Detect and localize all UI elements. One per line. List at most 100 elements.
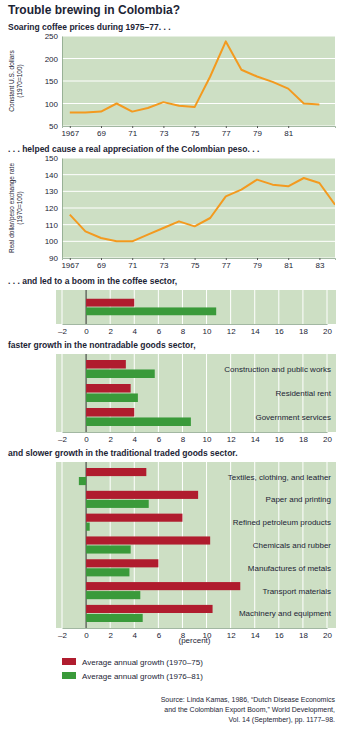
- tick: 0: [84, 324, 89, 336]
- grid-line: [62, 208, 335, 209]
- grid-line: [278, 290, 279, 324]
- tick-label: 83: [315, 261, 324, 270]
- tick: 14: [251, 432, 260, 444]
- tick-label: 6: [157, 435, 162, 444]
- tick-label: 100: [45, 237, 59, 246]
- tick-label: 71: [128, 261, 137, 270]
- tick: 6: [157, 324, 162, 336]
- axis-line: [63, 432, 328, 433]
- plot-background: [56, 354, 336, 432]
- category-label: Refined petroleum products: [233, 518, 331, 527]
- tick: 16: [275, 432, 284, 444]
- tick: 1967: [61, 126, 79, 138]
- tick: 150: [45, 154, 62, 163]
- tick: 1967: [61, 258, 79, 270]
- tick: 4: [133, 628, 138, 640]
- bar: [86, 384, 131, 393]
- tick: 100: [45, 100, 62, 109]
- tick-label: 14: [251, 631, 260, 640]
- tick-label: 73: [159, 129, 168, 138]
- tick: 20: [323, 324, 332, 336]
- plot-area: [70, 178, 335, 241]
- legend-label: Average annual growth (1976–81): [82, 672, 203, 681]
- legend-swatch: [62, 658, 76, 665]
- tick-label: 77: [222, 129, 231, 138]
- source-note: Vol. 14 (September), pp. 1177–98.: [229, 716, 336, 724]
- plot-background: [62, 158, 335, 258]
- tick: 12: [227, 628, 236, 640]
- tick-label: 6: [157, 631, 162, 640]
- category-label: Government services: [255, 413, 331, 422]
- tick-label: 81: [284, 261, 293, 270]
- grid-line: [110, 290, 111, 324]
- tick-label: 150: [45, 77, 59, 86]
- chart-caption: . . . helped cause a real appreciation o…: [8, 144, 259, 154]
- bar: [86, 559, 158, 567]
- plot-background: [56, 462, 336, 628]
- axis: 196769717375777981: [61, 126, 335, 138]
- axis-title: (percent): [178, 636, 210, 645]
- tick: 50: [49, 122, 62, 131]
- tick-label: 8: [181, 435, 186, 444]
- tick: 77: [222, 258, 231, 270]
- tick-label: 12: [227, 631, 236, 640]
- grid-line: [327, 290, 328, 324]
- tick: 77: [222, 126, 231, 138]
- tick: 140: [45, 171, 62, 180]
- tick: 81: [284, 126, 293, 138]
- tick: 100: [45, 237, 62, 246]
- chart-caption: faster growth in the nontradable goods s…: [8, 340, 196, 350]
- tick: 6: [157, 432, 162, 444]
- grid-line: [110, 462, 111, 628]
- tick-label: 1967: [61, 129, 79, 138]
- tick: 73: [159, 258, 168, 270]
- chart-caption: Soaring coffee prices during 1975–77. . …: [8, 22, 171, 32]
- tick: 69: [97, 126, 106, 138]
- figure: Trouble brewing in Colombia? Soaring coff…: [0, 0, 344, 751]
- tick: 0: [84, 432, 89, 444]
- tick-label: 200: [45, 55, 59, 64]
- tick: –2: [58, 324, 67, 336]
- tick-label: 1967: [61, 261, 79, 270]
- tick: 2: [108, 432, 113, 444]
- source-note: Source: Linda Kamas, 1986, “Dutch Diseas…: [161, 696, 336, 703]
- bar: [86, 468, 146, 476]
- data-line: [70, 41, 320, 112]
- tick: 120: [45, 204, 62, 213]
- data-line: [70, 178, 335, 241]
- tick-label: 14: [251, 327, 260, 336]
- legend-label: Average annual growth (1970–75): [82, 658, 203, 667]
- tick-label: 12: [227, 327, 236, 336]
- tick-label: 0: [84, 327, 89, 336]
- grid-line: [134, 462, 135, 628]
- bar: [86, 568, 129, 576]
- axis-title: Real dollar/peso exchange rate(1970=100): [8, 163, 24, 253]
- tick-label: 75: [191, 129, 200, 138]
- source-note: and the Colombian Export Boom,” World De…: [164, 706, 335, 714]
- bar: [86, 417, 191, 426]
- tick-label: 130: [45, 187, 59, 196]
- tick-label: 79: [253, 129, 262, 138]
- tick: 8: [181, 324, 186, 336]
- tick: 83: [315, 258, 324, 270]
- tick-label: 6: [157, 327, 162, 336]
- zero-line: [86, 462, 87, 628]
- chart-panel: 50100150200250196769717375777981: [45, 32, 336, 138]
- tick-label: 2: [108, 631, 113, 640]
- tick-label: 250: [45, 32, 59, 41]
- grid-line: [62, 174, 335, 175]
- plot-background: [62, 36, 335, 126]
- category-label: Textiles, clothing, and leather: [228, 473, 332, 482]
- tick: 0: [84, 628, 89, 640]
- tick-label: 81: [284, 129, 293, 138]
- bar: [86, 360, 126, 369]
- tick: 10: [203, 432, 212, 444]
- bar: [86, 307, 216, 315]
- grid-line: [62, 158, 335, 159]
- bar: [86, 582, 240, 590]
- tick-label: 8: [181, 327, 186, 336]
- title: Trouble brewing in Colombia?: [8, 3, 180, 17]
- bar: [86, 491, 198, 499]
- tick: 69: [97, 258, 106, 270]
- chart-root: Trouble brewing in Colombia? Soaring coff…: [0, 0, 344, 751]
